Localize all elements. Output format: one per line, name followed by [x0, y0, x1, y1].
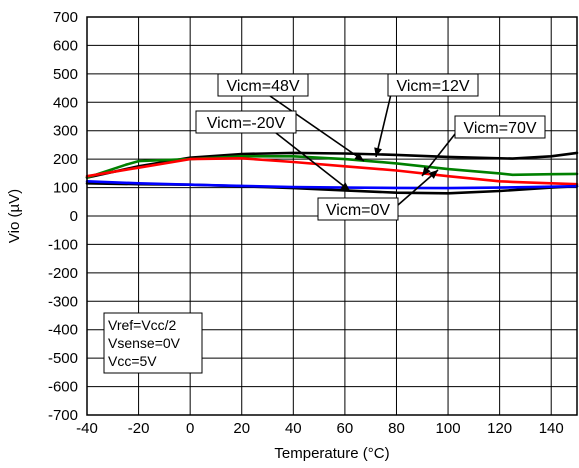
annotation-box [454, 115, 546, 139]
annotation-arrowhead [340, 182, 350, 191]
annotation-1: Vicm=12V [374, 73, 479, 158]
y-tick-label: 600 [53, 37, 78, 54]
y-axis-label: Vio (µV) [6, 189, 23, 243]
x-tick-label: -20 [128, 420, 150, 437]
condition-label: Vcc=5V [108, 353, 157, 369]
y-tick-label: 500 [53, 66, 78, 83]
annotation-arrow [375, 89, 393, 158]
x-tick-label: 60 [337, 420, 354, 437]
x-tick-label: 80 [388, 420, 405, 437]
annotation-label: Vicm=12V [396, 78, 469, 95]
y-tick-label: -200 [48, 265, 78, 282]
series-line-1 [85, 155, 579, 179]
x-tick-label: -40 [76, 420, 98, 437]
annotation-2: Vicm=-20V [195, 110, 351, 192]
x-tick-label: 100 [436, 420, 461, 437]
tick-labels: -40 -20 0 20 40 60 80 100 120 1407006005004003002… [48, 9, 564, 437]
annotation-0: Vicm=48V [217, 73, 365, 162]
x-tick-label: 20 [233, 420, 250, 437]
y-tick-label: 0 [70, 208, 78, 225]
annotation-arrow [269, 95, 365, 162]
annotation-box [217, 73, 309, 97]
annotation-arrowhead [428, 170, 438, 179]
y-tick-label: -400 [48, 322, 78, 339]
annotation-3: Vicm=70V [421, 115, 546, 177]
annotation-arrow [275, 132, 351, 192]
y-tick-label: 400 [53, 94, 78, 111]
annotation-arrowhead [374, 147, 382, 157]
y-tick-label: -500 [48, 350, 78, 367]
y-tick-label: -700 [48, 407, 78, 424]
x-axis-label: Temperature (°C) [274, 445, 389, 462]
x-tick-label: 40 [285, 420, 302, 437]
y-tick-label: 100 [53, 180, 78, 197]
y-tick-label: 300 [53, 123, 78, 140]
annotation-label: Vicm=-20V [207, 115, 286, 132]
y-tick-label: 200 [53, 151, 78, 168]
annotation-4: Vicm=0V [317, 169, 439, 221]
y-tick-label: -600 [48, 379, 78, 396]
annotation-label: Vicm=48V [226, 78, 299, 95]
conditions-frame [103, 312, 203, 374]
series-line-2 [85, 157, 579, 186]
y-tick-label: 700 [53, 9, 78, 26]
annotation-arrowhead [354, 152, 364, 161]
annotation-arrowhead [422, 166, 431, 176]
annotation-box [195, 110, 297, 134]
x-tick-label: 140 [539, 420, 564, 437]
annotation-box [317, 197, 399, 221]
annotation-label: Vicm=0V [326, 202, 391, 219]
annotation-box [387, 73, 479, 97]
x-tick-label: 120 [487, 420, 512, 437]
condition-label: Vsense=0V [108, 335, 181, 351]
annotation-label: Vicm=70V [463, 120, 536, 137]
annotations: Vicm=48V Vicm=12V Vicm=-20V Vicm=70V Vicm=0V [195, 73, 546, 221]
x-tick-label: 0 [186, 420, 194, 437]
y-tick-label: -300 [48, 293, 78, 310]
conditions-box: Vref=Vcc/2 Vsense=0V Vcc=5V [103, 312, 203, 374]
y-tick-label: -100 [48, 236, 78, 253]
plot-frame [86, 16, 578, 416]
condition-label: Vref=Vcc/2 [108, 317, 177, 333]
